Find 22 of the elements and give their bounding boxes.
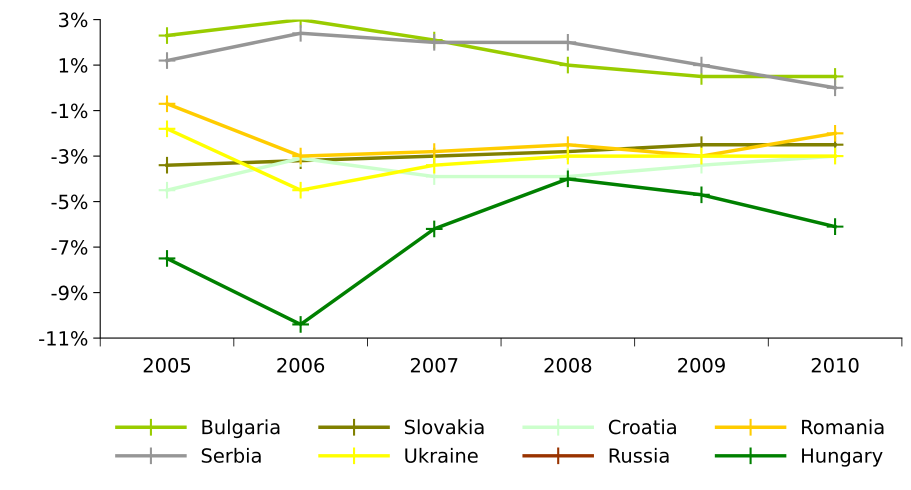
x-tick-label: 2010 [812,358,859,373]
x-tick-label: 2008 [544,358,592,373]
y-tick-label: -1% [51,104,88,118]
y-tick-label: -9% [51,286,88,300]
y-tick-label: -11% [39,331,88,346]
legend-label: Romania [802,419,884,434]
x-tick-label: 2009 [678,358,725,373]
legend-label: Croatia [608,419,676,434]
legend-label: Bulgaria [202,419,280,438]
legend-label: Russia [610,448,669,463]
y-tick-label: -5% [51,194,88,210]
y-tick-label: 1% [60,58,88,73]
legend-label: Hungary [802,448,883,467]
y-tick-label: 3% [59,12,88,28]
y-tick-label: -7% [51,240,88,255]
legend-label: Serbia [202,448,261,463]
legend-label: Ukraine [405,448,478,463]
y-tick-label: -3% [51,149,88,164]
legend-label: Slovakia [404,419,484,434]
x-tick-label: 2006 [277,358,324,373]
x-tick-label: 2005 [144,358,190,373]
x-tick-label: 2007 [410,358,458,373]
